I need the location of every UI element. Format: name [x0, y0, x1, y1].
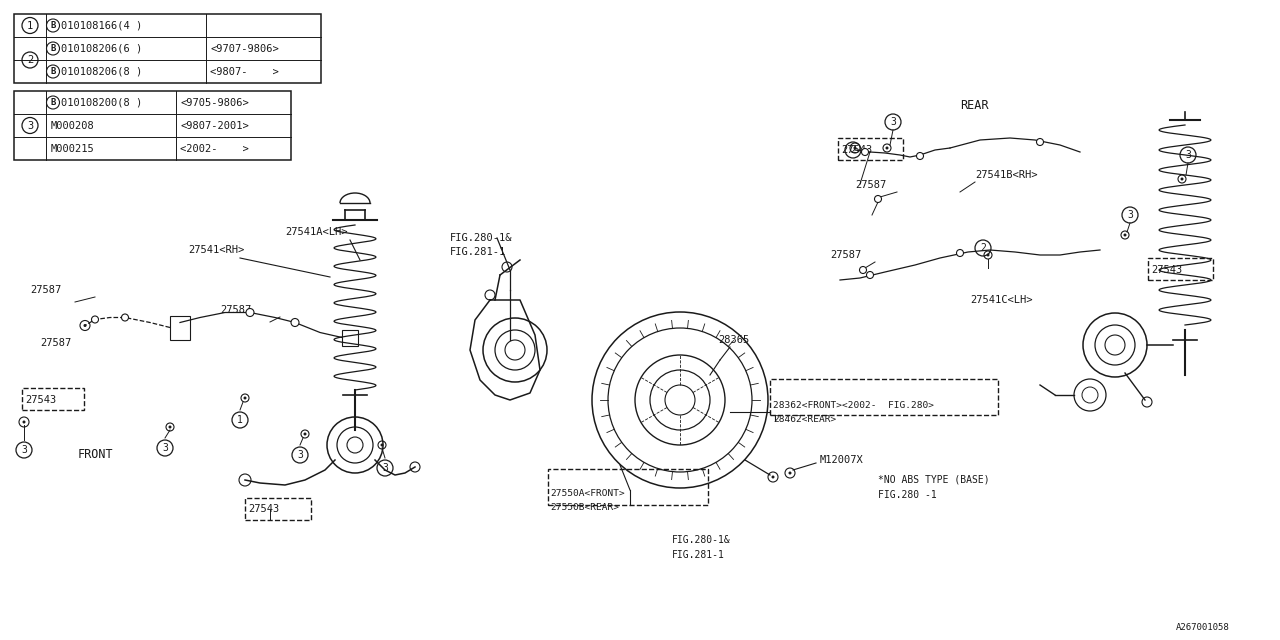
Circle shape	[886, 147, 888, 150]
Text: 27550B<REAR>: 27550B<REAR>	[550, 504, 620, 513]
Circle shape	[1124, 234, 1126, 237]
Circle shape	[291, 319, 300, 326]
Text: 27543: 27543	[248, 504, 279, 514]
Text: 2: 2	[850, 145, 856, 155]
Text: 3: 3	[1185, 150, 1190, 160]
Text: 3: 3	[297, 450, 303, 460]
Text: 27541B<RH>: 27541B<RH>	[975, 170, 1038, 180]
Text: B: B	[50, 44, 56, 53]
Circle shape	[861, 148, 869, 156]
Text: 3: 3	[163, 443, 168, 453]
Text: REAR: REAR	[960, 99, 988, 111]
Text: 27550A<FRONT>: 27550A<FRONT>	[550, 490, 625, 499]
Text: B: B	[50, 98, 56, 107]
Text: FRONT: FRONT	[78, 449, 114, 461]
Bar	[22, 388, 84, 410]
Text: 27541C<LH>: 27541C<LH>	[970, 295, 1033, 305]
Text: 28362<FRONT><2002-  FIG.280>: 28362<FRONT><2002- FIG.280>	[773, 401, 934, 410]
Text: 27587: 27587	[29, 285, 61, 295]
Text: 3: 3	[1128, 210, 1133, 220]
Circle shape	[91, 316, 99, 323]
Circle shape	[788, 472, 791, 474]
Circle shape	[303, 433, 306, 435]
Text: <9807-    >: <9807- >	[210, 67, 279, 77]
Text: 27587: 27587	[220, 305, 251, 315]
Circle shape	[243, 397, 247, 399]
Circle shape	[987, 253, 989, 257]
Text: 27543: 27543	[841, 145, 872, 155]
Text: M000215: M000215	[51, 143, 95, 154]
Circle shape	[772, 476, 774, 479]
Text: FIG.280-1&: FIG.280-1&	[672, 535, 731, 545]
Text: A267001058: A267001058	[1176, 623, 1230, 632]
Circle shape	[867, 271, 873, 278]
Text: 1: 1	[237, 415, 243, 425]
Text: 27543: 27543	[1151, 265, 1183, 275]
Circle shape	[874, 195, 882, 202]
Circle shape	[1180, 177, 1184, 180]
Text: *NO ABS TYPE (BASE): *NO ABS TYPE (BASE)	[878, 475, 989, 485]
Text: <9807-2001>: <9807-2001>	[180, 120, 248, 131]
Circle shape	[956, 250, 964, 257]
Text: 3: 3	[27, 120, 33, 131]
Text: <9705-9806>: <9705-9806>	[180, 97, 248, 108]
Circle shape	[23, 420, 26, 424]
Text: 27587: 27587	[855, 180, 886, 190]
Bar	[548, 469, 708, 505]
Bar	[838, 138, 902, 160]
Text: 3: 3	[381, 463, 388, 473]
Text: FIG.281-1: FIG.281-1	[451, 247, 507, 257]
Text: 27543: 27543	[26, 395, 56, 405]
Text: <2002-    >: <2002- >	[180, 143, 248, 154]
Bar	[244, 498, 311, 520]
Circle shape	[169, 426, 172, 429]
Text: 010108206(8 ): 010108206(8 )	[61, 67, 142, 77]
Text: 2: 2	[980, 243, 986, 253]
Text: FIG.281-1: FIG.281-1	[672, 550, 724, 560]
Circle shape	[122, 314, 128, 321]
Circle shape	[246, 308, 253, 317]
Bar	[14, 14, 321, 83]
Bar	[342, 330, 358, 346]
Circle shape	[916, 152, 923, 159]
Text: M000208: M000208	[51, 120, 95, 131]
Text: 28365: 28365	[718, 335, 749, 345]
Text: B: B	[50, 21, 56, 30]
Text: 3: 3	[20, 445, 27, 455]
Text: M12007X: M12007X	[820, 455, 864, 465]
Text: B: B	[50, 67, 56, 76]
Text: FIG.280-1&: FIG.280-1&	[451, 233, 512, 243]
Bar	[1148, 258, 1213, 280]
Circle shape	[1037, 138, 1043, 145]
Bar	[14, 91, 291, 160]
Text: 27541A<LH>: 27541A<LH>	[285, 227, 347, 237]
Bar	[170, 316, 189, 339]
Text: 2: 2	[27, 55, 33, 65]
Circle shape	[854, 147, 856, 150]
Text: 1: 1	[27, 20, 33, 31]
Text: <9707-9806>: <9707-9806>	[210, 44, 279, 54]
Text: 27587: 27587	[829, 250, 861, 260]
Text: 27587: 27587	[40, 337, 72, 348]
Text: 010108206(6 ): 010108206(6 )	[61, 44, 142, 54]
Text: 28462<REAR>: 28462<REAR>	[773, 415, 836, 424]
Circle shape	[859, 266, 867, 273]
Text: 010108200(8 ): 010108200(8 )	[61, 97, 142, 108]
Text: 3: 3	[890, 117, 896, 127]
Text: FIG.280 -1: FIG.280 -1	[878, 490, 937, 500]
Bar	[771, 379, 998, 415]
Circle shape	[380, 444, 384, 447]
Text: 27541<RH>: 27541<RH>	[188, 245, 244, 255]
Circle shape	[83, 324, 87, 327]
Text: 010108166(4 ): 010108166(4 )	[61, 20, 142, 31]
